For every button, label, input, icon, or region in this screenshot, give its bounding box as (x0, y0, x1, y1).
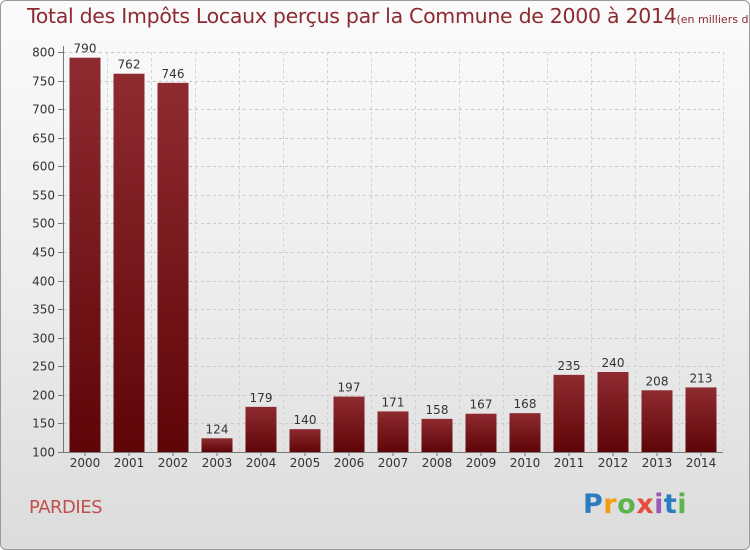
y-tick-label-250: 250 (32, 360, 55, 374)
bar-2012 (597, 372, 629, 452)
x-tick-label-2009: 2009 (466, 456, 497, 470)
data-label-2001: 762 (118, 58, 141, 72)
data-labels: 790 762 746 124 179 140 197 171 158 167 168 235 240 2… (74, 42, 713, 437)
data-label-2009: 167 (470, 398, 493, 412)
y-tick-label-150: 150 (32, 417, 55, 431)
x-tick-label-2014: 2014 (686, 456, 717, 470)
data-label-2003: 124 (206, 422, 229, 436)
x-tick-label-2007: 2007 (378, 456, 409, 470)
bar-2001 (113, 73, 145, 452)
bar-2000 (69, 57, 101, 452)
y-tick-label-500: 500 (32, 217, 55, 231)
bar-2005 (289, 429, 321, 452)
x-tick-label-2008: 2008 (422, 456, 453, 470)
data-label-2005: 140 (294, 413, 317, 427)
y-tick-label-350: 350 (32, 303, 55, 317)
data-label-2011: 235 (558, 359, 581, 373)
x-tick-label-2002: 2002 (158, 456, 189, 470)
bar-2003 (201, 438, 233, 452)
bar-2011 (553, 374, 585, 452)
x-tick-label-2004: 2004 (246, 456, 277, 470)
y-tick-label-200: 200 (32, 389, 55, 403)
y-tick-label-100: 100 (32, 446, 55, 460)
data-label-2004: 179 (250, 391, 273, 405)
bar-2006 (333, 396, 365, 452)
x-tick-label-2003: 2003 (202, 456, 233, 470)
bars (69, 57, 717, 452)
y-tick-label-300: 300 (32, 332, 55, 346)
y-tick-label-750: 750 (32, 75, 55, 89)
x-tick-label-2010: 2010 (510, 456, 541, 470)
bar-2014 (685, 387, 717, 452)
data-label-2014: 213 (690, 371, 713, 385)
x-tick-label-2013: 2013 (642, 456, 673, 470)
bar-2002 (157, 82, 189, 452)
y-tick-label-800: 800 (32, 46, 55, 60)
y-tick-label-700: 700 (32, 103, 55, 117)
bar-2013 (641, 390, 673, 452)
data-label-2012: 240 (602, 356, 625, 370)
y-tick-label-400: 400 (32, 275, 55, 289)
commune-name: PARDIES (29, 497, 103, 518)
x-tick-label-2006: 2006 (334, 456, 365, 470)
x-tick-label-2001: 2001 (114, 456, 145, 470)
chart-title: Total des Impôts Locaux perçus par la Co… (27, 4, 749, 28)
axes: 100 150 200 250 300 350 400 450 500 550 600 650 700 7… (32, 46, 723, 470)
bar-2008 (421, 418, 453, 452)
data-label-2007: 171 (382, 395, 405, 409)
data-label-2013: 208 (646, 374, 669, 388)
chart-title-text: Total des Impôts Locaux perçus par la Co… (27, 4, 677, 28)
y-tick-label-450: 450 (32, 246, 55, 260)
x-tick-label-2005: 2005 (290, 456, 321, 470)
chart-unit: (en milliers d'€) (676, 13, 749, 26)
data-label-2000: 790 (74, 42, 97, 56)
data-label-2010: 168 (514, 397, 537, 411)
x-tick-label-2011: 2011 (554, 456, 585, 470)
x-tick-label-2012: 2012 (598, 456, 629, 470)
bar-2009 (465, 413, 497, 452)
data-label-2002: 746 (162, 67, 185, 81)
bar-2004 (245, 406, 277, 452)
y-tick-label-550: 550 (32, 189, 55, 203)
bar-2007 (377, 411, 409, 452)
bar-2010 (509, 413, 541, 452)
data-label-2008: 158 (426, 403, 449, 417)
y-tick-label-600: 600 (32, 160, 55, 174)
x-tick-label-2000: 2000 (70, 456, 101, 470)
y-tick-label-650: 650 (32, 132, 55, 146)
proxiti-logo: Proxiti (583, 489, 688, 520)
data-label-2006: 197 (338, 381, 361, 395)
